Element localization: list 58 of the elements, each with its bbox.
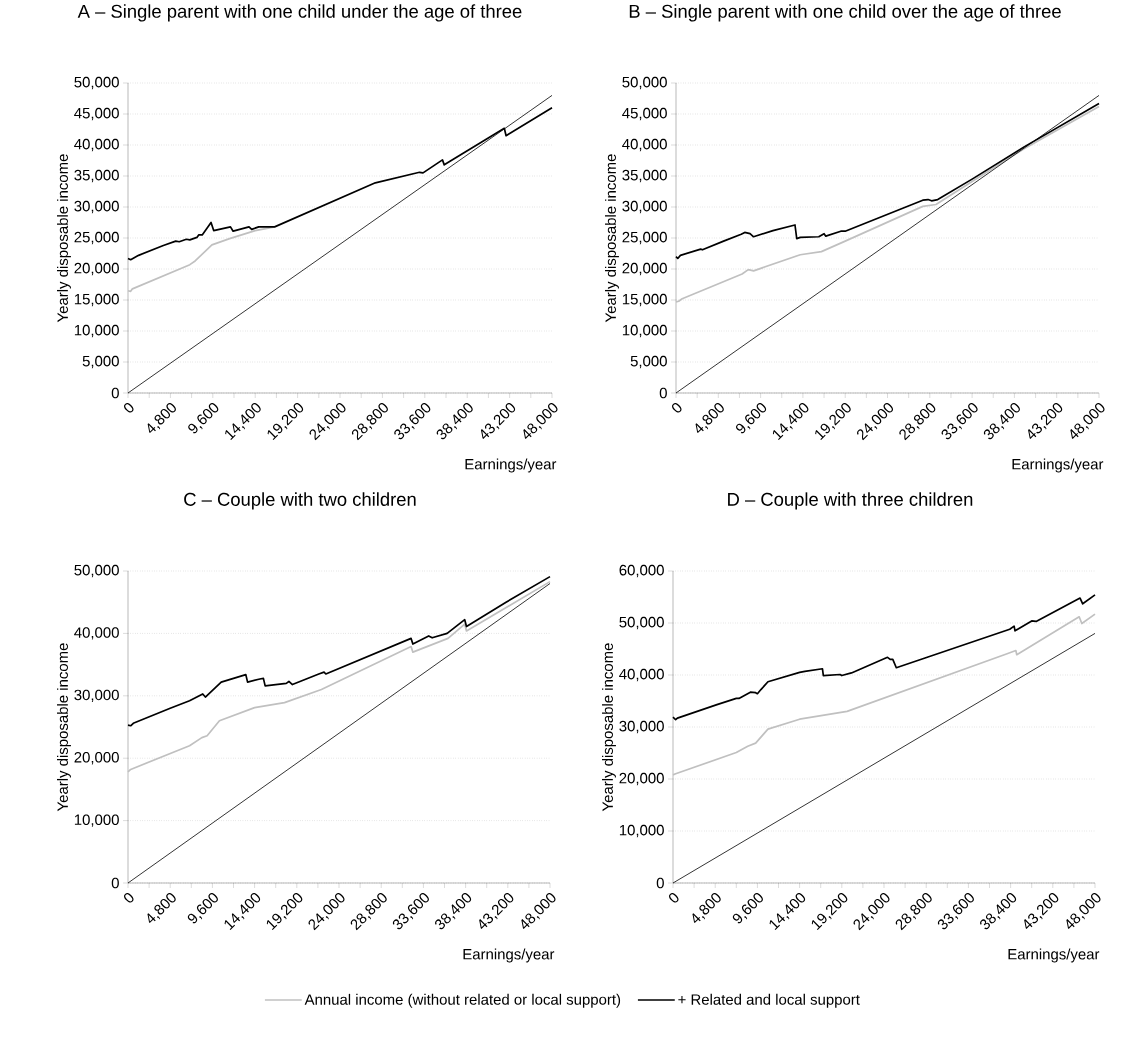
y-tick-label: 30,000 <box>619 720 664 734</box>
y-axis-title: Yearly disposable income <box>57 643 71 812</box>
y-axis-title: Yearly disposable income <box>602 643 616 812</box>
y-tick-label: 5,000 <box>630 355 667 369</box>
y-tick-label: 35,000 <box>74 169 119 183</box>
y-tick-label: 50,000 <box>622 76 667 90</box>
y-tick-label: 40,000 <box>74 138 119 152</box>
x-tick-label: 0 <box>672 403 682 413</box>
y-tick-label: 15,000 <box>622 293 667 307</box>
line-series <box>675 105 1100 303</box>
y-tick-label: 20,000 <box>622 262 667 276</box>
chart-title: C – Couple with two children <box>184 492 416 510</box>
y-tick-label: 0 <box>656 877 664 889</box>
y-tick-label: 0 <box>659 387 667 399</box>
y-tick-label: 25,000 <box>74 231 119 245</box>
chart-title: A – Single parent with one child under the age of three <box>77 4 522 22</box>
legend-label: Annual income (without related or local support) <box>304 993 621 1008</box>
y-tick-label: 10,000 <box>74 814 119 827</box>
y-tick-label: 20,000 <box>74 752 119 765</box>
x-tick-label: 0 <box>669 893 679 903</box>
y-tick-label: 30,000 <box>74 689 119 702</box>
x-axis-title: Earnings/year <box>465 458 557 473</box>
y-tick-label: 0 <box>111 877 119 889</box>
x-tick-label: 0 <box>124 403 134 413</box>
y-tick-label: 15,000 <box>74 293 119 307</box>
y-tick-label: 60,000 <box>619 564 664 578</box>
y-tick-label: 0 <box>111 387 119 399</box>
y-tick-label: 25,000 <box>622 231 667 245</box>
y-tick-label: 10,000 <box>619 824 664 838</box>
x-axis-title: Earnings/year <box>1008 948 1100 963</box>
legend-label: + Related and local support <box>678 993 860 1008</box>
y-axis-title: Yearly disposable income <box>57 154 71 323</box>
line-series <box>672 613 1096 776</box>
y-tick-label: 10,000 <box>622 324 667 338</box>
y-tick-label: 10,000 <box>74 324 119 338</box>
y-tick-label: 40,000 <box>622 138 667 152</box>
y-tick-label: 50,000 <box>74 76 119 90</box>
y-tick-label: 30,000 <box>622 200 667 214</box>
y-tick-label: 50,000 <box>619 616 664 630</box>
y-tick-label: 40,000 <box>619 668 664 682</box>
line-series <box>127 580 551 773</box>
chart-title: B – Single parent with one child over the age of three <box>629 4 1061 22</box>
line-series <box>672 594 1096 721</box>
y-tick-label: 20,000 <box>74 262 119 276</box>
x-tick-label: 0 <box>124 893 134 903</box>
line-series <box>127 575 551 727</box>
y-tick-label: 5,000 <box>82 355 119 369</box>
x-axis-title: Earnings/year <box>463 948 555 963</box>
y-tick-label: 30,000 <box>74 200 119 214</box>
y-axis-title: Yearly disposable income <box>605 154 619 323</box>
y-tick-label: 20,000 <box>619 772 664 786</box>
y-tick-label: 35,000 <box>622 169 667 183</box>
chart-title: D – Couple with three children <box>728 492 973 510</box>
y-tick-label: 50,000 <box>74 564 119 578</box>
x-axis-title: Earnings/year <box>1012 458 1104 473</box>
y-tick-label: 45,000 <box>74 107 119 121</box>
y-tick-label: 40,000 <box>74 627 119 640</box>
y-tick-label: 45,000 <box>622 107 667 121</box>
